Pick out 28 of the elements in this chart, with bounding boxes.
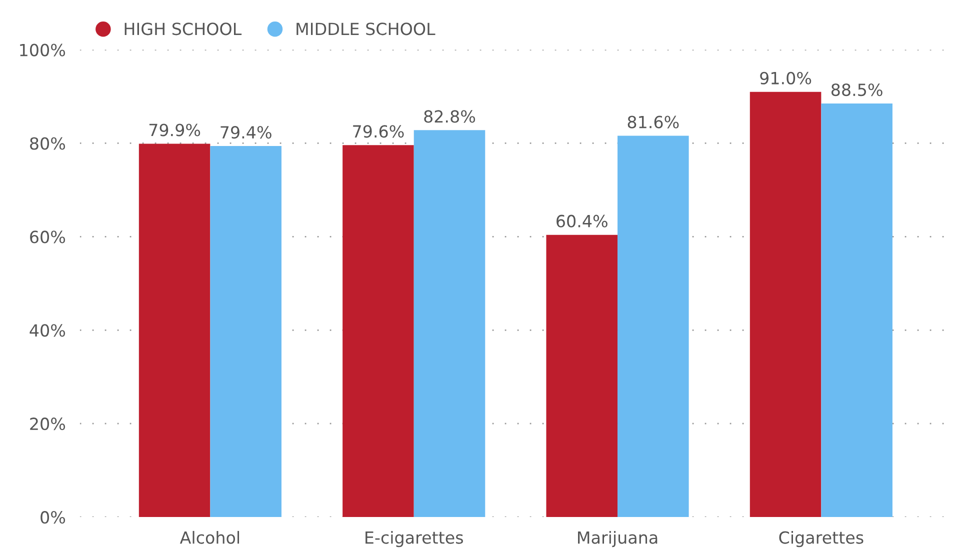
- data-label: 82.8%: [424, 110, 476, 123]
- x-tick-label: Marijuana: [578, 530, 658, 548]
- bar: [546, 234, 618, 518]
- y-tick-label: 100%: [20, 44, 66, 56]
- x-tick-label: Alcohol: [180, 530, 240, 544]
- bar: [618, 136, 689, 518]
- y-tick-label: 0%: [40, 511, 66, 524]
- data-label: 91.0%: [760, 72, 812, 84]
- y-tick-label: 20%: [30, 418, 66, 430]
- legend-label: MIDDLE SCHOOL: [296, 22, 436, 36]
- data-label: 79.6%: [353, 125, 404, 138]
- data-label: 79.9%: [149, 124, 200, 136]
- bar: [750, 92, 822, 518]
- bar: [821, 104, 892, 518]
- y-tick-label: 60%: [30, 230, 66, 244]
- data-label: 79.4%: [220, 126, 272, 139]
- bar: [414, 130, 486, 518]
- data-label: 81.6%: [628, 116, 679, 128]
- x-tick-label: E-cigarettes: [366, 530, 463, 548]
- legend-label: HIGH SCHOOL: [124, 22, 242, 36]
- data-label: 60.4%: [556, 214, 608, 228]
- data-label: 88.5%: [831, 84, 882, 96]
- x-tick-label: Cigarettes: [779, 530, 864, 548]
- bar: [210, 146, 282, 518]
- y-tick-label: 80%: [30, 137, 66, 150]
- bar: [138, 144, 210, 518]
- bar: [342, 145, 414, 518]
- y-tick-label: 40%: [30, 324, 66, 337]
